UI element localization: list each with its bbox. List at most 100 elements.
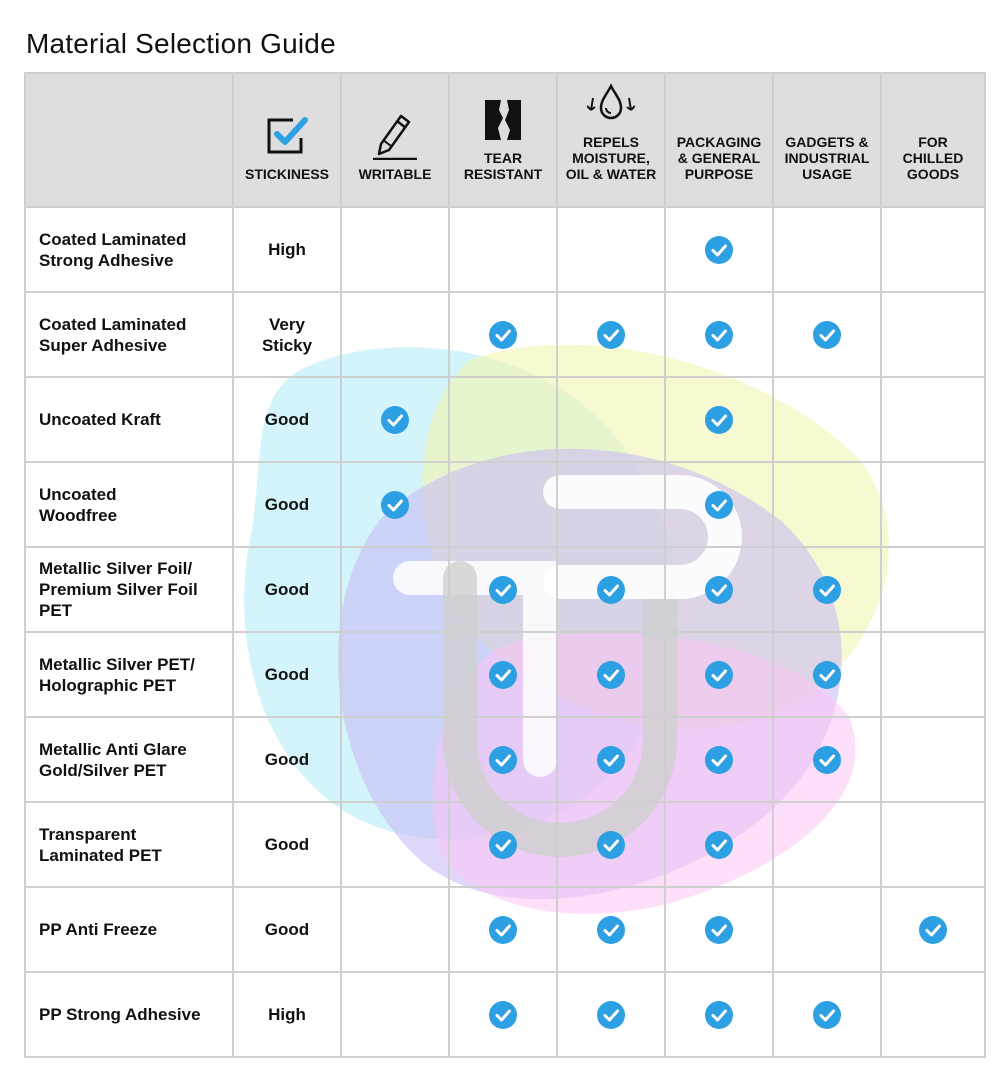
check-cell-repels — [556, 801, 666, 888]
check-icon — [489, 830, 517, 859]
check-icon — [381, 405, 409, 434]
check-cell-writable — [340, 546, 450, 633]
check-cell-packaging — [664, 716, 774, 803]
header-chilled: FOR CHILLED GOODS — [880, 72, 986, 208]
check-cell-tear — [448, 631, 558, 718]
check-cell-tear — [448, 291, 558, 378]
check-cell-gadgets — [772, 546, 882, 633]
stickiness-value: Good — [264, 410, 310, 429]
stickiness-cell: Good — [232, 801, 342, 888]
check-cell-repels — [556, 206, 666, 293]
check-icon — [597, 320, 625, 349]
material-table: STICKINESS WRITABLE — [24, 72, 986, 1058]
check-cell-writable — [340, 971, 450, 1058]
stickiness-value: Good — [264, 835, 310, 854]
material-name-cell: Metallic Anti Glare Gold/Silver PET — [24, 716, 234, 803]
check-cell-chilled — [880, 546, 986, 633]
pencil-icon — [373, 114, 417, 160]
check-icon — [813, 575, 841, 604]
stickiness-cell: Good — [232, 546, 342, 633]
check-icon — [489, 915, 517, 944]
check-icon — [705, 320, 733, 349]
page-title: Material Selection Guide — [26, 28, 336, 59]
check-cell-gadgets — [772, 376, 882, 463]
stickiness-value: Good — [264, 920, 310, 939]
material-name: Coated Laminated Super Adhesive — [39, 314, 187, 355]
material-name: Coated Laminated Strong Adhesive — [39, 229, 187, 270]
check-cell-packaging — [664, 461, 774, 548]
check-icon — [597, 745, 625, 774]
check-cell-repels — [556, 461, 666, 548]
header-label: FOR CHILLED GOODS — [902, 134, 964, 182]
check-icon — [489, 575, 517, 604]
table-row: Metallic Silver Foil/Premium Silver Foil… — [24, 546, 986, 633]
check-cell-packaging — [664, 291, 774, 378]
header-row: STICKINESS WRITABLE — [24, 72, 986, 208]
header-repels: REPELS MOISTURE, OIL & WATER — [556, 72, 666, 208]
table-row: Metallic Silver PET/Holographic PET Good — [24, 631, 986, 718]
material-name: Metallic Silver Foil/Premium Silver Foil… — [39, 559, 198, 620]
check-cell-chilled — [880, 801, 986, 888]
check-cell-packaging — [664, 801, 774, 888]
header-tear: TEAR RESISTANT — [448, 72, 558, 208]
material-name: PP Anti Freeze — [39, 920, 158, 939]
check-icon — [705, 575, 733, 604]
stickiness-value: High — [268, 1005, 306, 1024]
check-cell-gadgets — [772, 971, 882, 1058]
stickiness-value: Good — [264, 495, 310, 514]
check-icon — [813, 660, 841, 689]
check-cell-chilled — [880, 971, 986, 1058]
check-icon — [597, 660, 625, 689]
check-cell-chilled — [880, 206, 986, 293]
table-row: Uncoated Woodfree Good — [24, 461, 986, 548]
check-icon — [597, 830, 625, 859]
stickiness-cell: Good — [232, 716, 342, 803]
stickiness-cell: High — [232, 971, 342, 1058]
header-corner — [24, 72, 234, 208]
header-gadgets: GADGETS & INDUSTRIAL USAGE — [772, 72, 882, 208]
header-packaging: PACKAGING & GENERAL PURPOSE — [664, 72, 774, 208]
check-cell-packaging — [664, 376, 774, 463]
check-icon — [705, 745, 733, 774]
table-row: Coated Laminated Super Adhesive Very Sticky — [24, 291, 986, 378]
check-cell-packaging — [664, 206, 774, 293]
check-cell-repels — [556, 291, 666, 378]
checkbox-icon — [267, 117, 308, 154]
header-label: STICKINESS — [244, 166, 329, 182]
header-label: WRITABLE — [358, 166, 432, 182]
check-cell-gadgets — [772, 716, 882, 803]
material-name: Metallic Silver PET/Holographic PET — [39, 654, 195, 695]
check-icon — [813, 320, 841, 349]
check-cell-tear — [448, 461, 558, 548]
check-cell-gadgets — [772, 206, 882, 293]
header-label: TEAR RESISTANT — [463, 150, 543, 182]
check-cell-tear — [448, 716, 558, 803]
check-icon — [705, 405, 733, 434]
check-cell-tear — [448, 206, 558, 293]
check-icon — [705, 490, 733, 519]
check-cell-repels — [556, 971, 666, 1058]
check-icon — [489, 660, 517, 689]
check-icon — [705, 915, 733, 944]
table-body: Coated Laminated Strong Adhesive High Coate… — [24, 206, 986, 1058]
check-icon — [597, 1000, 625, 1029]
material-name-cell: Uncoated Kraft — [24, 376, 234, 463]
check-cell-gadgets — [772, 461, 882, 548]
material-name: Uncoated Kraft — [39, 410, 161, 429]
material-name-cell: Uncoated Woodfree — [24, 461, 234, 548]
stickiness-value: Good — [264, 665, 310, 684]
check-cell-gadgets — [772, 801, 882, 888]
check-cell-packaging — [664, 546, 774, 633]
check-cell-writable — [340, 291, 450, 378]
table-row: Metallic Anti Glare Gold/Silver PET Good — [24, 716, 986, 803]
header-stickiness: STICKINESS — [232, 72, 342, 208]
check-cell-writable — [340, 461, 450, 548]
check-icon — [705, 235, 733, 264]
stickiness-value: Good — [264, 580, 310, 599]
check-icon — [489, 1000, 517, 1029]
material-name-cell: Transparent Laminated PET — [24, 801, 234, 888]
check-cell-chilled — [880, 291, 986, 378]
check-icon — [919, 915, 947, 944]
check-icon — [597, 575, 625, 604]
check-cell-repels — [556, 376, 666, 463]
